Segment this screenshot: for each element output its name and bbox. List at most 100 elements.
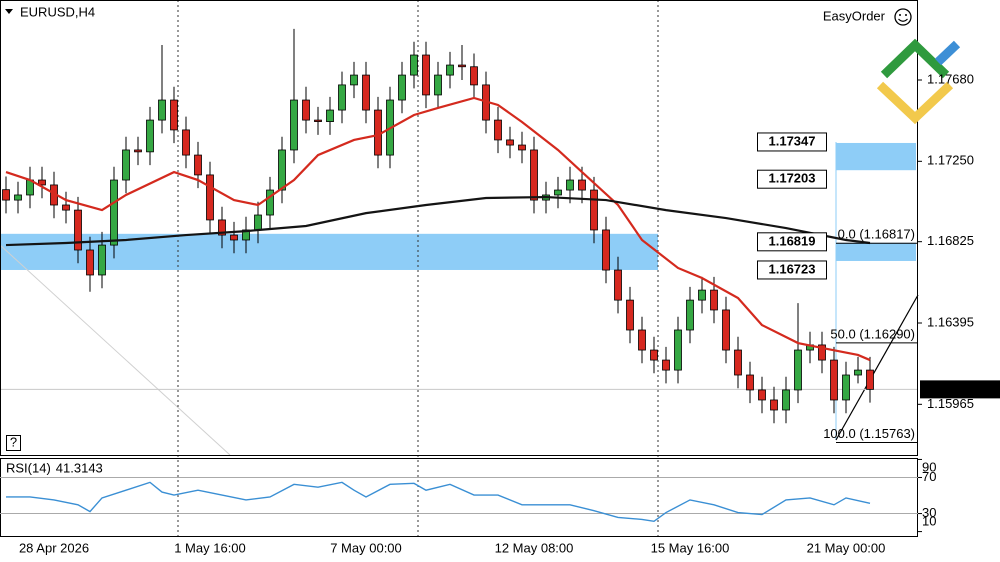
zone-label: 1.17347 <box>769 133 816 148</box>
candle-body <box>74 209 82 251</box>
candle-body <box>98 244 106 276</box>
candle-body <box>2 189 10 201</box>
rsi-line <box>6 481 871 523</box>
candle-body <box>14 194 22 201</box>
candle-body <box>458 64 466 68</box>
candle-body <box>782 389 790 411</box>
candle-body <box>218 219 226 236</box>
candle-body <box>314 119 322 122</box>
candle-body <box>734 349 742 376</box>
candle-body <box>530 149 538 201</box>
candle-body <box>434 74 442 96</box>
candle-body <box>794 349 802 391</box>
candle-body <box>710 289 718 311</box>
rsi-tick-label: 90 <box>922 459 936 474</box>
candle-body <box>626 299 634 331</box>
candle-body <box>422 54 430 96</box>
candle-body <box>134 149 142 153</box>
candle-body <box>242 229 250 241</box>
y-tick-label: 1.17680 <box>927 71 974 86</box>
candle-body <box>686 299 694 331</box>
x-tick-label: 28 Apr 2026 <box>19 540 89 555</box>
help[interactable]: ? <box>10 434 17 449</box>
candle-body <box>326 109 334 122</box>
fib-label: 100.0 (1.15763) <box>823 426 915 441</box>
candle-body <box>170 99 178 131</box>
candle-body <box>638 329 646 351</box>
candle-body <box>122 149 130 181</box>
rsi-tick-label: 70 <box>922 469 936 484</box>
y-tick-label: 1.17250 <box>927 153 974 168</box>
candle-body <box>410 54 418 76</box>
last-price-box <box>920 380 1000 399</box>
candle-body <box>338 84 346 111</box>
x-tick-label: 12 May 08:00 <box>495 540 574 555</box>
candle-body <box>206 174 214 221</box>
candle-body <box>674 329 682 371</box>
candle-body <box>230 234 238 241</box>
candle-body <box>446 64 454 76</box>
candle-body <box>146 119 154 153</box>
candle-body <box>818 344 826 361</box>
candle-body <box>86 249 94 276</box>
x-tick-label: 15 May 16:00 <box>651 540 730 555</box>
candle-body <box>158 99 166 121</box>
candle-body <box>194 154 202 176</box>
rsi-pane-border <box>0 458 918 537</box>
candle-body <box>350 74 358 86</box>
rsi-value: 41.3143 <box>56 460 103 475</box>
menu-arrow[interactable] <box>5 9 13 14</box>
candle-body <box>62 204 70 211</box>
x-tick-label: 7 May 00:00 <box>330 540 402 555</box>
candle-body <box>254 214 262 231</box>
candle-body <box>866 369 874 390</box>
candle-body <box>494 119 502 141</box>
candle-body <box>566 179 574 191</box>
zone-label-box <box>757 260 827 280</box>
candle-body <box>302 99 310 121</box>
help-box[interactable] <box>6 435 21 451</box>
x-tick-label: 21 May 00:00 <box>807 540 886 555</box>
zone-label-box <box>757 232 827 252</box>
smiley[interactable] <box>894 8 912 26</box>
candle-body <box>590 189 598 231</box>
candle-body <box>770 399 778 411</box>
candle-body <box>830 359 838 401</box>
moving-average <box>5 96 871 362</box>
candle-body <box>758 389 766 401</box>
zone <box>836 242 916 261</box>
drawn-line <box>0 244 231 456</box>
candle-body <box>398 74 406 101</box>
candle-body <box>698 289 706 301</box>
fib-label: 50.0 (1.16290) <box>830 326 915 341</box>
candle-body <box>278 149 286 191</box>
y-tick-label: 1.16825 <box>927 233 974 248</box>
rsi-tick-label: 30 <box>922 505 936 520</box>
candle-body <box>470 66 478 86</box>
trend-line <box>835 294 919 441</box>
candle-body <box>662 359 670 371</box>
rsi-title: RSI(14) <box>6 460 51 475</box>
zone-label: 1.16819 <box>769 233 816 248</box>
last-price-label: 1.16044 <box>927 381 974 396</box>
candle-body <box>290 99 298 151</box>
candle-body <box>38 179 46 186</box>
easyorder[interactable]: EasyOrder <box>823 8 886 23</box>
candle-body <box>518 144 526 151</box>
logo <box>876 38 961 125</box>
candle-body <box>650 349 658 361</box>
candle-body <box>362 74 370 111</box>
candle-body <box>854 369 862 376</box>
fib-label: 0.0 (1.16817) <box>838 227 915 242</box>
candle-body <box>614 269 622 301</box>
main-pane-border <box>0 0 918 456</box>
x-tick-label: 1 May 16:00 <box>174 540 246 555</box>
candle-body <box>182 129 190 156</box>
plot <box>0 28 918 424</box>
symbol: EURUSD,H4 <box>20 4 95 19</box>
candle-body <box>842 374 850 401</box>
candle-body <box>746 374 754 391</box>
candle-body <box>266 189 274 216</box>
